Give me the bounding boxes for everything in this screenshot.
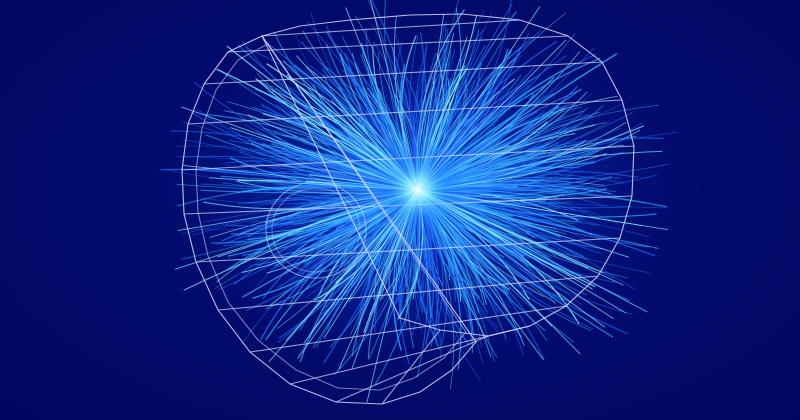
- detector-near-inner-ring: [195, 43, 467, 391]
- collision-vertex: [370, 142, 466, 238]
- inner-tracker-ring: [265, 181, 367, 279]
- detector-near-ring: [181, 35, 477, 405]
- inner-tracker-ring-2: [271, 187, 361, 273]
- detector-barrel-wireframe: [181, 13, 635, 405]
- detector-barrel-lines: [181, 19, 635, 405]
